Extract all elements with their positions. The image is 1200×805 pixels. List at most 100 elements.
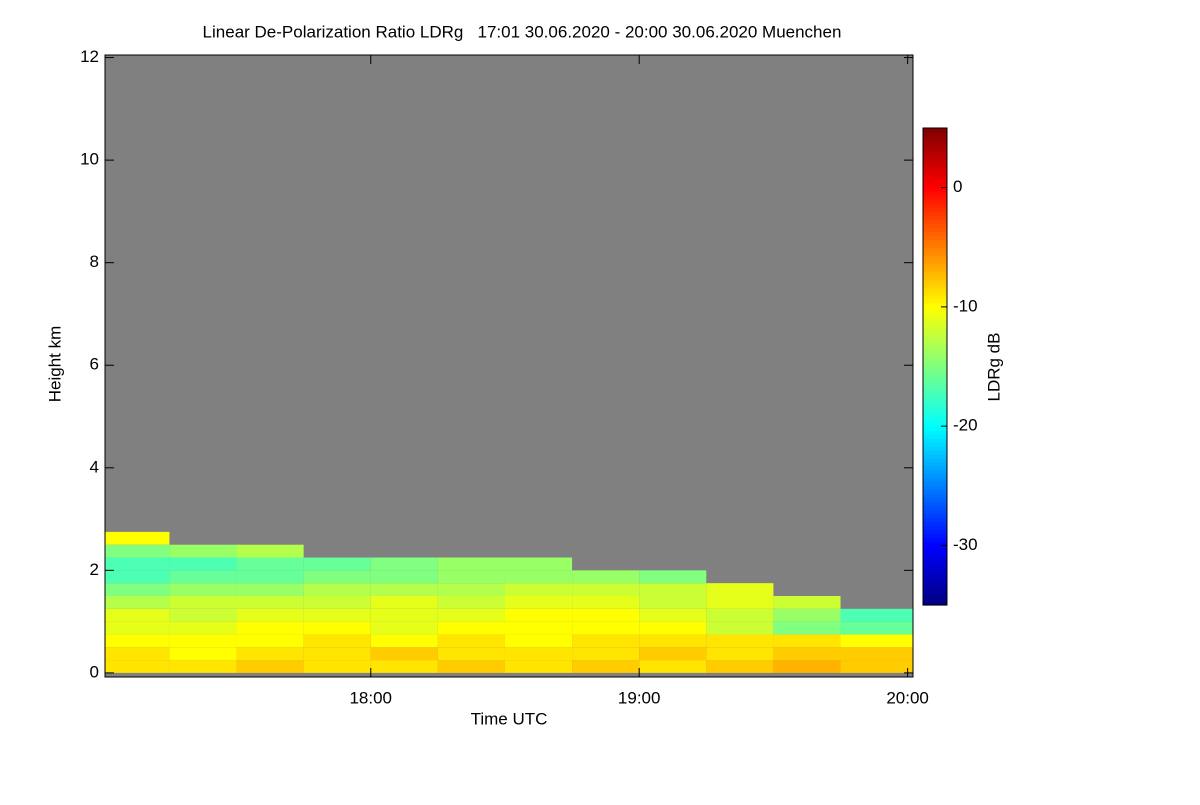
heatmap-cell [236, 557, 304, 571]
heatmap-cell [706, 583, 774, 596]
heatmap-cell [572, 660, 640, 673]
colorbar-strip [923, 398, 947, 403]
colorbar-strip [923, 358, 947, 364]
heatmap-cell [169, 608, 237, 622]
colorbar-strip [923, 473, 947, 479]
colorbar-strip [923, 263, 947, 268]
colorbar-strip [923, 175, 947, 181]
colorbar-strip [923, 318, 947, 324]
colorbar-frame [922, 127, 948, 606]
heatmap-cell [706, 621, 774, 635]
colorbar-strip [923, 151, 947, 157]
colorbar-strip [923, 446, 947, 451]
heatmap-cell [105, 583, 170, 596]
colorbar-strip [923, 529, 947, 535]
heatmap-cell [105, 595, 170, 609]
colorbar-strip [923, 386, 947, 391]
heatmap-cell [437, 557, 505, 571]
heatmap-cell [504, 570, 573, 584]
heatmap-cell [639, 634, 707, 648]
y-tick-label: 8 [90, 252, 99, 271]
colorbar-tick-label: -20 [953, 416, 978, 435]
heatmap-cell [105, 570, 170, 584]
colorbar-tick-label: -30 [953, 535, 978, 554]
heatmap-cell [236, 621, 304, 635]
y-tick-label: 0 [90, 662, 99, 681]
y-tick-label: 4 [90, 457, 99, 476]
colorbar-strip [923, 469, 947, 475]
colorbar-strip [923, 525, 947, 531]
heatmap-cell [370, 570, 438, 584]
colorbar-strip [923, 179, 947, 185]
colorbar-strip [923, 143, 947, 149]
colorbar-strip [923, 453, 947, 459]
y-tick-label: 6 [90, 355, 99, 374]
y-axis-label: Height km [45, 326, 64, 403]
colorbar-strip [923, 259, 947, 264]
heatmap-cell [572, 608, 640, 622]
heatmap-cell [572, 595, 640, 609]
colorbar-strip [923, 147, 947, 153]
heatmap-cell [840, 608, 913, 622]
colorbar-strip [923, 326, 947, 332]
colorbar-tick-label: 0 [953, 177, 962, 196]
heatmap-cell [504, 557, 573, 571]
colorbar-strip [923, 521, 947, 527]
colorbar-strip [923, 394, 947, 399]
heatmap-cell [706, 634, 774, 648]
heatmap-cell [437, 621, 505, 635]
colorbar-strip [923, 477, 947, 483]
colorbar-strip [923, 155, 947, 161]
colorbar-strip [923, 434, 947, 439]
colorbar-strip [923, 139, 947, 145]
heatmap-cell [303, 634, 371, 648]
heatmap-cell [706, 647, 774, 661]
heatmap-cell [504, 608, 573, 622]
heatmap-cell [504, 634, 573, 648]
colorbar-strip [923, 430, 947, 435]
colorbar-strip [923, 501, 947, 507]
colorbar-strip [923, 267, 947, 272]
colorbar-strip [923, 163, 947, 169]
colorbar-strip [923, 187, 947, 193]
heatmap-cell [572, 634, 640, 648]
colorbar-strip [923, 183, 947, 189]
heatmap-cell [236, 634, 304, 648]
colorbar-strip [923, 251, 947, 256]
heatmap-cell [639, 570, 707, 584]
heatmap-cell [236, 595, 304, 609]
heatmap-cell [169, 557, 237, 571]
heatmap-cell [370, 647, 438, 661]
colorbar-strip [923, 298, 947, 304]
heatmap-cell [303, 583, 371, 596]
colorbar-strip [923, 223, 947, 228]
colorbar-strip [923, 422, 947, 427]
colorbar-strip [923, 207, 947, 213]
heatmap-cell [105, 557, 170, 571]
heatmap-cell [437, 634, 505, 648]
colorbar-strip [923, 485, 947, 491]
colorbar-strip [923, 279, 947, 284]
heatmap-cell [504, 621, 573, 635]
x-tick-label: 19:00 [618, 688, 661, 707]
heatmap-cell [370, 660, 438, 673]
colorbar-strip [923, 581, 947, 586]
heatmap-cell [572, 570, 640, 584]
heatmap-cell [169, 583, 237, 596]
colorbar-strip [923, 346, 947, 352]
heatmap-cell [303, 570, 371, 584]
heatmap-cell [303, 660, 371, 673]
colorbar-strip [923, 239, 947, 244]
colorbar-strip [923, 128, 947, 133]
y-tick-label: 12 [80, 47, 99, 66]
heatmap-cell [105, 608, 170, 622]
colorbar-strip [923, 577, 947, 582]
heatmap-cell [773, 621, 841, 635]
colorbar-strip [923, 442, 947, 447]
colorbar-strip [923, 481, 947, 487]
colorbar-strip [923, 203, 947, 209]
colorbar-strip [923, 350, 947, 356]
colorbar-strip [923, 414, 947, 419]
heatmap-cell [639, 660, 707, 673]
colorbar-strip [923, 255, 947, 260]
